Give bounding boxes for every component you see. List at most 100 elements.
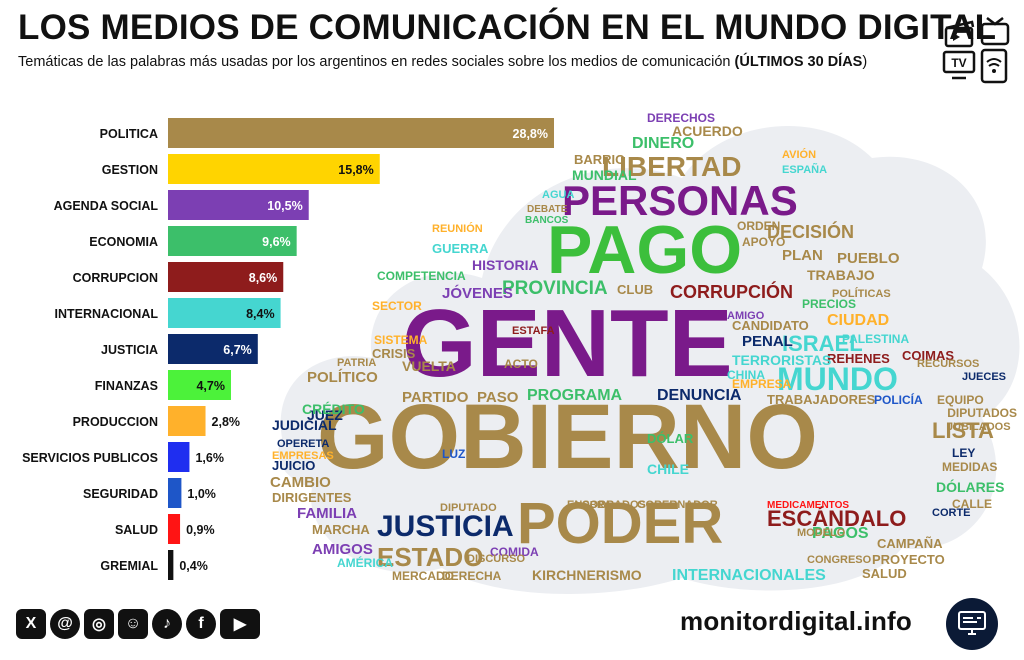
cloud-shape (278, 125, 1020, 595)
cloud-word: PAGO (547, 212, 742, 288)
category-label: INTERNACIONAL (55, 307, 159, 321)
category-label: GREMIAL (100, 559, 158, 573)
cloud-word: LISTA (932, 418, 994, 443)
cloud-word: DECISIÓN (767, 221, 854, 242)
cloud-word: CHILE (647, 461, 689, 477)
cloud-word: GUERRA (432, 241, 489, 256)
cloud-word: DIPUTADOS (947, 406, 1017, 420)
monitor-icon (958, 611, 986, 635)
cloud-word: ESTADO (377, 542, 483, 572)
category-label: ECONOMIA (89, 235, 158, 249)
cloud-word: DINERO (632, 135, 694, 152)
cloud-word: CONGRESO (807, 554, 872, 566)
cloud-word: TRABAJADORES (767, 392, 876, 407)
cloud-word: PALESTINA (842, 332, 909, 346)
cloud-word: POLÍTICO (307, 369, 378, 386)
cloud-word: DENUNCIA (657, 387, 742, 404)
category-label: SEGURIDAD (83, 487, 158, 501)
cloud-word: BARRIO (574, 152, 625, 167)
cloud-word: OPERETA (277, 438, 329, 450)
value-label: 28,8% (513, 127, 548, 141)
threads-icon[interactable]: @ (50, 609, 80, 639)
cloud-word: AMIGOS (312, 541, 373, 558)
cloud-word: CIUDAD (827, 312, 889, 329)
cloud-word: JUDICIAL (272, 417, 337, 433)
cloud-word: GENTE (402, 290, 733, 397)
value-label: 9,6% (262, 235, 291, 249)
x-icon[interactable]: X (16, 609, 46, 639)
cloud-word: MEDICAMENTOS (767, 500, 849, 511)
cloud-word: DERECHA (442, 569, 502, 583)
cloud-word: CORRUPCIÓN (670, 281, 793, 302)
cloud-word: COMPETENCIA (377, 269, 466, 283)
cloud-word: DIPUTADO (440, 502, 497, 514)
cloud-word: CRISIS (372, 346, 416, 361)
monitor-logo-icon[interactable] (946, 598, 998, 650)
cloud-word: REUNIÓN (432, 222, 483, 235)
cloud-word: DERECHOS (647, 111, 715, 125)
category-label: AGENDA SOCIAL (54, 199, 159, 213)
bar-finanzas (168, 370, 231, 400)
cloud-word: MEDIDAS (942, 460, 997, 474)
bar-justicia (168, 334, 258, 364)
cloud-word: LIBERTAD (602, 151, 741, 182)
bluesky-icon[interactable]: ☺ (118, 609, 148, 639)
cloud-word: POLÍTICAS (832, 287, 891, 300)
cloud-word: EQUIPO (937, 393, 984, 407)
bar-chart: POLITICA 28,8% GESTION 15,8% AGENDA SOCIAL 10… (22, 118, 554, 580)
cloud-word: EMPRESA (732, 377, 792, 391)
cloud-word: ACUERDO (672, 123, 743, 139)
bar-seguridad (168, 478, 182, 508)
website-link[interactable]: monitordigital.info (680, 606, 912, 636)
category-label: SALUD (115, 523, 158, 537)
cloud-word: GOBERNADOR (637, 499, 718, 511)
cloud-word: FAMILIA (297, 505, 357, 522)
value-label: 8,6% (249, 271, 278, 285)
instagram-icon[interactable]: ◎ (84, 609, 114, 639)
cloud-word: PARTIDO (402, 389, 469, 406)
cloud-word: PROVINCIA (502, 278, 608, 299)
bar-politica (168, 118, 554, 148)
cloud-word: BANCOS (525, 215, 569, 226)
cloud-word: AVIÓN (782, 148, 816, 161)
cloud-word: CAMPAÑA (877, 536, 943, 551)
svg-text:TV: TV (951, 56, 966, 70)
cloud-word: CLUB (617, 282, 653, 297)
facebook-icon[interactable]: f (186, 609, 216, 639)
cloud-word: GOBIERNO (317, 386, 818, 488)
cloud-word: MERCADO (392, 569, 454, 583)
cloud-word: SISTEMA (374, 333, 428, 347)
cloud-word: PRECIOS (802, 297, 856, 311)
cloud-word: VUELTA (402, 358, 456, 374)
cloud-word: PLAN (782, 247, 823, 264)
cloud-word: ORDEN (737, 219, 780, 233)
bar-agenda-social (168, 190, 309, 220)
cloud-word: SECTOR (372, 299, 422, 313)
cloud-word: APOYO (742, 235, 785, 249)
cloud-word: DISCURSO (467, 553, 526, 565)
cloud-word: ESPAÑA (782, 163, 827, 176)
cloud-word: AGUA (542, 189, 574, 201)
cloud-word: DÓLARES (936, 478, 1004, 495)
cloud-word: DEBATE (527, 204, 568, 215)
cloud-word: JUECES (962, 371, 1006, 383)
cloud-word: JUEZ (307, 407, 343, 423)
cloud-word: LEY (952, 446, 975, 460)
cloud-word: INTERNACIONALES (672, 567, 826, 584)
page-title: LOS MEDIOS DE COMUNICACIÓN EN EL MUNDO D… (18, 8, 997, 47)
cloud-word: TERRORISTAS (732, 352, 831, 368)
cloud-word: ESCÁNDALO (767, 506, 906, 531)
cloud-word: PROGRAMA (527, 387, 623, 404)
cloud-word: ENSOBRADOS (567, 499, 646, 511)
youtube-icon[interactable]: ▶ (220, 609, 260, 639)
cloud-word: SALUD (862, 566, 907, 581)
cloud-word: TRABAJO (807, 267, 875, 283)
cloud-word: AMIGO (727, 310, 765, 322)
value-label: 0,4% (179, 559, 208, 573)
tiktok-icon[interactable]: ♪ (152, 609, 182, 639)
category-label: JUSTICIA (101, 343, 158, 357)
value-label: 10,5% (267, 199, 302, 213)
value-label: 2,8% (212, 415, 241, 429)
cloud-word: CAMBIO (270, 474, 331, 491)
